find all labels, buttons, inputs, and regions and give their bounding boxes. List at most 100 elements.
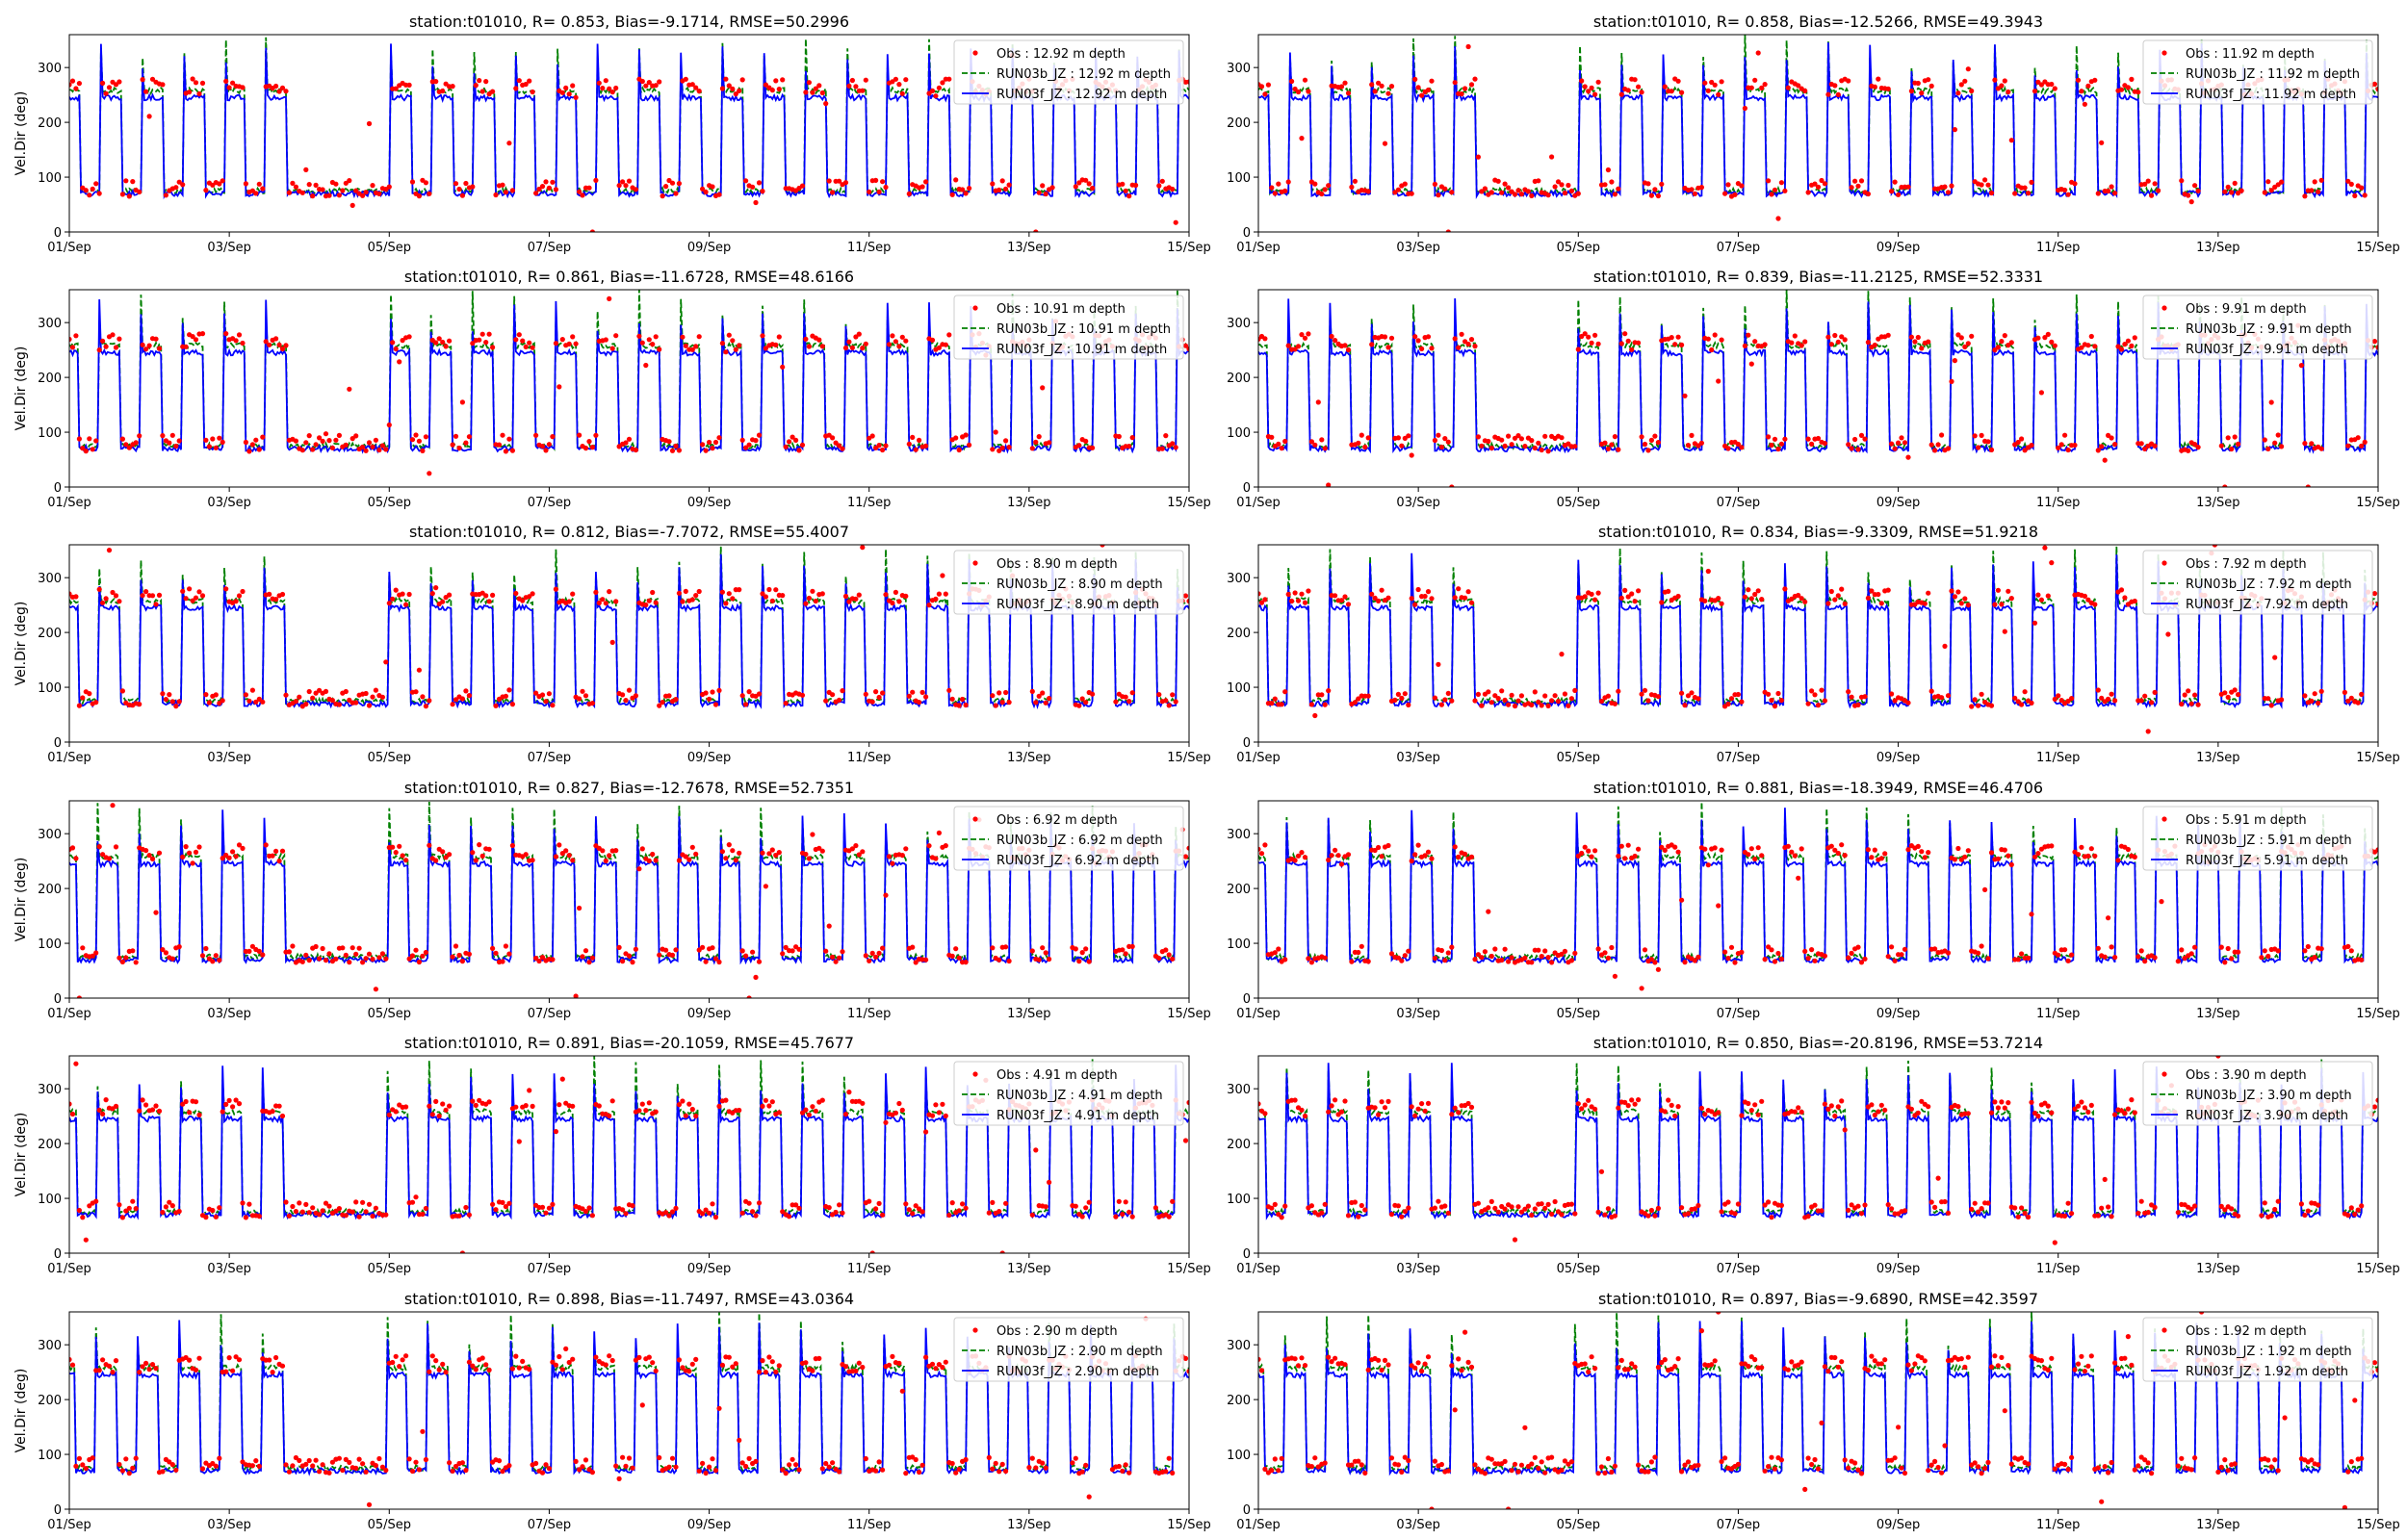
obs-point [1855,702,1861,708]
obs-point [290,180,296,186]
obs-point [2175,1210,2181,1216]
obs-point [409,437,416,443]
obs-point [813,598,818,604]
obs-point [946,332,952,338]
obs-point [1802,948,1808,955]
obs-point [2225,184,2231,190]
obs-point [669,952,676,959]
obs-point [1969,333,1975,339]
obs-point [2035,592,2041,598]
obs-point [1492,946,1498,952]
obs-point [873,689,879,695]
obs-point [169,699,175,705]
obs-point [440,849,446,855]
obs-point [436,1113,442,1119]
obs-point [1969,704,1975,709]
obs-point [2272,1457,2278,1463]
obs-point [1029,1455,1035,1461]
obs-point [2109,184,2114,190]
obs-point [867,958,872,963]
obs-point [110,589,116,596]
obs-point [1282,957,1288,962]
obs-point [669,448,676,453]
obs-point [1616,1105,1621,1111]
obs-point [860,1364,866,1371]
obs-point [506,687,512,693]
obs-point [373,437,378,443]
obs-point [276,1103,282,1109]
axes-frame [68,800,1190,999]
obs-point [69,1356,72,1363]
obs-point [2359,957,2365,962]
obs-point [1675,849,1681,855]
obs-point [1645,181,1651,187]
obs-point [1949,588,1954,594]
obs-point [1855,447,1861,452]
obs-point [2342,689,2347,696]
obs-point [243,1215,248,1220]
obs-point [1939,1470,1945,1476]
obs-point [193,1367,199,1373]
obs-point [1835,593,1841,599]
obs-point [1436,432,1441,438]
obs-point [676,448,683,453]
x-tick-label: 13/Sep [2196,1518,2239,1532]
obs-point [406,1456,412,1462]
obs-point [1949,378,1954,384]
obs-point [553,854,559,860]
obs-point [1572,950,1578,957]
obs-point [220,439,225,445]
obs-point [1746,332,1751,338]
obs-point [1809,688,1815,694]
obs-point [842,593,849,600]
obs-point [187,586,193,592]
x-tick-label: 05/Sep [1557,1518,1600,1532]
x-tick-label: 03/Sep [1396,241,1439,255]
obs-point [1152,1205,1158,1211]
obs-point [156,346,163,351]
obs-point [789,948,795,954]
obs-point [1735,691,1741,698]
obs-point [853,596,859,602]
obs-point [153,1103,159,1109]
obs-point [799,692,806,698]
obs-point [1475,691,1481,698]
obs-point [1402,181,1408,187]
series-obs-points [69,52,1189,232]
obs-point [573,94,579,100]
obs-point [1499,190,1505,195]
obs-point [663,947,669,953]
obs-point [1468,600,1475,605]
obs-point [1926,1104,1931,1110]
obs-point [2085,853,2091,860]
obs-point [756,691,763,697]
obs-point [1116,1463,1122,1470]
obs-point [810,1104,815,1110]
obs-point [1679,690,1685,696]
obs-point [370,1213,375,1219]
x-tick-label: 11/Sep [2036,1007,2080,1021]
obs-point [1958,601,1964,606]
obs-point [2152,443,2158,449]
obs-point [450,1468,455,1474]
obs-point [1495,1209,1501,1215]
legend-label: Obs : 4.91 m depth [996,1068,1118,1083]
x-tick-label: 07/Sep [1717,1262,1760,1276]
obs-point [1532,689,1538,695]
obs-point [880,179,886,185]
obs-point [1778,698,1784,704]
obs-point [1090,445,1096,450]
obs-point [1388,335,1395,341]
obs-point [2045,593,2051,599]
obs-point [2125,338,2131,344]
obs-point [949,953,955,960]
obs-point [1712,845,1718,851]
legend-box [2142,1317,2373,1382]
obs-point [429,591,435,597]
obs-point [1159,446,1165,451]
obs-point [1359,943,1364,949]
obs-point [660,700,665,706]
obs-point [1815,184,1822,190]
obs-point [1742,105,1747,112]
obs-point [776,87,782,92]
